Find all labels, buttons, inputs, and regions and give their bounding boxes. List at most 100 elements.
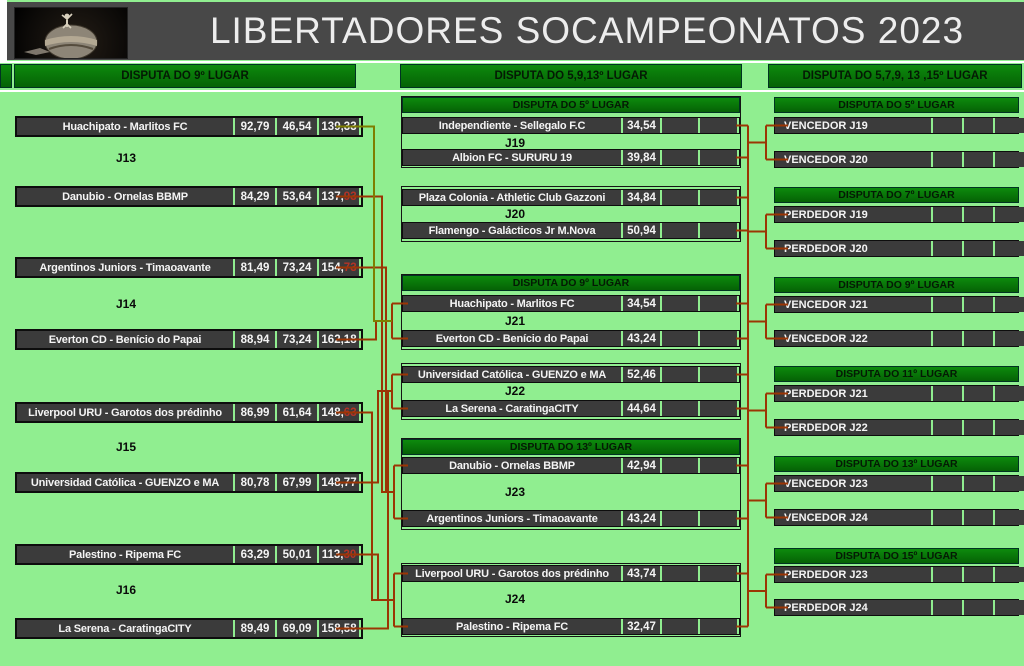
total-main: 113, — [321, 548, 344, 561]
empty-cell — [995, 476, 1024, 491]
score-value-1: 89,49 — [235, 620, 275, 637]
empty-cell — [700, 619, 737, 634]
empty-cell — [662, 511, 698, 526]
band-separator-top — [0, 61, 1024, 63]
result-row: PERDEDOR J20 — [774, 240, 1024, 257]
section-subheader: DISPUTA DO 5º LUGAR — [402, 97, 740, 113]
empty-cell — [964, 241, 993, 256]
match-row: Albion FC - SURURU 19 39,84 — [402, 149, 740, 166]
empty-cell — [933, 207, 962, 222]
team-name: Argentinos Juniors - Timaoavante — [403, 511, 621, 526]
result-row: VENCEDOR J24 — [774, 509, 1024, 526]
empty-cell — [700, 296, 737, 311]
band-separator-bottom — [0, 90, 1024, 92]
total-decimals: 93 — [343, 190, 357, 203]
empty-cell — [933, 600, 962, 615]
score-value-2: 61,64 — [277, 404, 317, 421]
team-name: Universidad Católica - GUENZO e MA — [17, 474, 233, 491]
empty-cell — [700, 566, 737, 581]
empty-cell — [995, 241, 1024, 256]
score-value-2: 53,64 — [277, 188, 317, 205]
team-name: Everton CD - Benício do Papai — [403, 331, 621, 346]
match-row: Everton CD - Benício do Papai 88,94 73,24 1… — [15, 329, 363, 350]
page-header — [7, 2, 1024, 60]
match-row: Danubio - Ornelas BBMP 42,94 — [402, 457, 740, 474]
total-decimals: 58 — [343, 622, 357, 635]
team-name: La Serena - CaratingaCITY — [17, 620, 233, 637]
section-subheader: DISPUTA DO 9º LUGAR — [402, 275, 740, 291]
column-header-left: DISPUTA DO 9º LUGAR — [14, 64, 356, 88]
total-value: 148, 77 — [319, 474, 359, 491]
empty-cell — [662, 401, 698, 416]
result-label: VENCEDOR J20 — [775, 152, 931, 167]
empty-cell — [700, 150, 737, 165]
empty-cell — [933, 241, 962, 256]
score-value: 44,64 — [623, 401, 660, 416]
result-row: PERDEDOR J22 — [774, 419, 1024, 436]
empty-cell — [700, 401, 737, 416]
empty-cell — [662, 296, 698, 311]
team-name: La Serena - CaratingaCITY — [403, 401, 621, 416]
corner-cell — [0, 64, 12, 88]
total-value: 162, 18 — [319, 331, 359, 348]
total-main: 154, — [321, 261, 344, 274]
score-value-1: 92,79 — [235, 118, 275, 135]
score-value: 52,46 — [623, 367, 660, 382]
match-row: Argentinos Juniors - Timaoavante 81,49 73,… — [15, 257, 363, 278]
empty-cell — [933, 567, 962, 582]
result-label: PERDEDOR J23 — [775, 567, 931, 582]
page-title: LIBERTADORES SOCAMPEONATOS 2023 — [209, 10, 965, 51]
total-main: 148, — [321, 476, 344, 489]
match-row: La Serena - CaratingaCITY 44,64 — [402, 400, 740, 417]
empty-cell — [933, 510, 962, 525]
section-subheader: DISPUTA DO 11º LUGAR — [774, 366, 1019, 382]
match-label: J14 — [115, 297, 137, 311]
result-row: VENCEDOR J19 — [774, 117, 1024, 134]
empty-cell — [964, 567, 993, 582]
total-main: 137, — [321, 190, 344, 203]
match-label: J13 — [115, 151, 137, 165]
empty-cell — [964, 386, 993, 401]
score-value-2: 69,09 — [277, 620, 317, 637]
score-value: 43,24 — [623, 511, 660, 526]
empty-cell — [964, 331, 993, 346]
total-decimals: 73 — [343, 261, 357, 274]
empty-cell — [995, 567, 1024, 582]
score-value-1: 80,78 — [235, 474, 275, 491]
section-subheader: DISPUTA DO 7º LUGAR — [774, 187, 1019, 203]
result-row: PERDEDOR J19 — [774, 206, 1024, 223]
score-value: 34,54 — [623, 118, 660, 133]
empty-cell — [964, 207, 993, 222]
score-value: 42,94 — [623, 458, 660, 473]
result-row: PERDEDOR J24 — [774, 599, 1024, 616]
match-row: Flamengo - Galácticos Jr M.Nova 50,94 — [402, 222, 740, 239]
match-row: Liverpool URU - Garotos dos prédinho 86,9… — [15, 402, 363, 423]
match-row: Independiente - Sellegalo F.C 34,54 — [402, 117, 740, 134]
empty-cell — [964, 118, 993, 133]
team-name: Universidad Católica - GUENZO e MA — [403, 367, 621, 382]
empty-cell — [662, 619, 698, 634]
result-row: VENCEDOR J23 — [774, 475, 1024, 492]
total-value: 113, 30 — [319, 546, 359, 563]
score-value-1: 63,29 — [235, 546, 275, 563]
score-value-1: 86,99 — [235, 404, 275, 421]
trophy-image — [14, 7, 128, 59]
empty-cell — [662, 150, 698, 165]
score-value-2: 46,54 — [277, 118, 317, 135]
empty-cell — [964, 420, 993, 435]
match-row: Universidad Católica - GUENZO e MA 52,46 — [402, 366, 740, 383]
score-value-1: 81,49 — [235, 259, 275, 276]
team-name: Flamengo - Galácticos Jr M.Nova — [403, 223, 621, 238]
team-name: Liverpool URU - Garotos dos prédinho — [403, 566, 621, 581]
total-decimals: 63 — [343, 406, 357, 419]
section-subheader: DISPUTA DO 5º LUGAR — [774, 97, 1019, 113]
result-label: PERDEDOR J20 — [775, 241, 931, 256]
empty-cell — [700, 118, 737, 133]
section-subheader: DISPUTA DO 13º LUGAR — [402, 439, 740, 455]
total-value: 148, 63 — [319, 404, 359, 421]
section-subheader: DISPUTA DO 9º LUGAR — [774, 277, 1019, 293]
team-name: Palestino - Ripema FC — [403, 619, 621, 634]
total-decimals: 30 — [343, 548, 357, 561]
match-label: J16 — [115, 583, 137, 597]
total-value: 158, 58 — [319, 620, 359, 637]
